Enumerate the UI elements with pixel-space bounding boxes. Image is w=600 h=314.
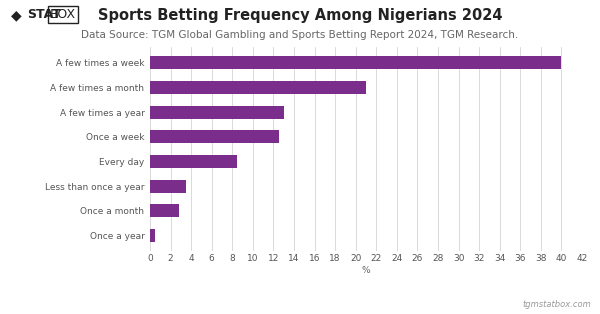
Text: tgmstatbox.com: tgmstatbox.com [522, 300, 591, 309]
Bar [150, 57, 562, 69]
Bar [150, 130, 278, 143]
Bar [150, 180, 186, 192]
Bar [150, 81, 366, 94]
Text: Data Source: TGM Global Gambling and Sports Betting Report 2024, TGM Research.: Data Source: TGM Global Gambling and Spo… [82, 30, 518, 40]
Text: Sports Betting Frequency Among Nigerians 2024: Sports Betting Frequency Among Nigerians… [98, 8, 502, 23]
Text: BOX: BOX [50, 8, 76, 21]
Bar [150, 155, 238, 168]
Bar [150, 204, 179, 217]
Bar [150, 106, 284, 119]
Bar [150, 229, 155, 242]
Text: ◆: ◆ [11, 8, 22, 22]
Text: STAT: STAT [27, 8, 61, 21]
X-axis label: %: % [362, 266, 370, 275]
